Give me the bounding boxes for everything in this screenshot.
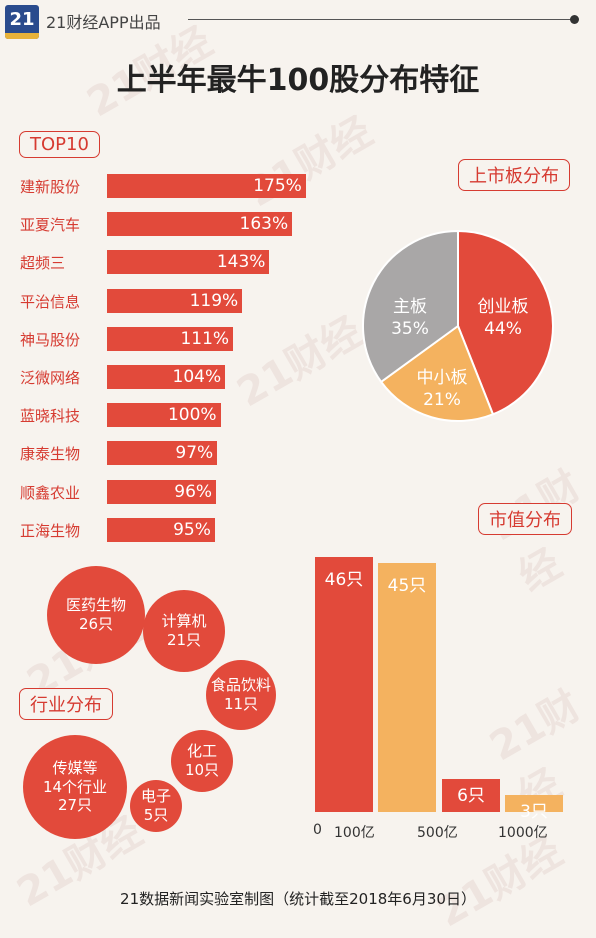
industry-count: 21只 <box>166 631 202 649</box>
pie-slice <box>457 229 554 416</box>
top10-label: 平治信息 <box>20 292 81 311</box>
top10-label: 顺鑫农业 <box>20 483 81 502</box>
top10-bar: 163% <box>107 212 293 237</box>
industry-name: 电子 <box>140 787 171 806</box>
top10-label: 泛微网络 <box>20 369 81 387</box>
marketcap-bar: 6只 <box>442 778 500 812</box>
footer-note: 21数据新闻实验室制图（统计截至2018年6月30日） <box>120 890 476 908</box>
industry-count: 27只 <box>57 796 93 815</box>
industry-bubble: 传媒等 14个行业 27只 <box>23 735 127 839</box>
marketcap-tick: 500亿 <box>417 825 458 841</box>
top10-tag: TOP10 <box>19 131 100 158</box>
industry-count: 11只 <box>223 695 259 713</box>
pie-slice-name: 创业板 <box>478 297 529 317</box>
top10-bar: 95% <box>107 517 215 542</box>
industry-name: 医药生物 <box>65 596 126 615</box>
top10-label: 蓝晓科技 <box>20 407 81 426</box>
board-tag: 上市板分布 <box>458 159 570 191</box>
top10-bar: 111% <box>107 326 234 351</box>
top10-label: 神马股份 <box>20 330 81 349</box>
watermark: 21财经 <box>229 308 371 417</box>
industry-name: 传媒等 14个行业 <box>42 758 108 796</box>
top10-label: 亚夏汽车 <box>20 216 81 235</box>
top10-bar: 175% <box>107 174 306 198</box>
pie-slice-name: 主板 <box>393 297 427 317</box>
watermark: 21财经 <box>239 108 381 217</box>
page-title: 上半年最牛100股分布特征 <box>116 63 480 98</box>
pie-slice-label: 35% <box>391 319 429 339</box>
industry-bubble: 医药生物 26只 <box>47 566 145 664</box>
pie-slice-label: 44% <box>484 319 522 339</box>
top10-label: 正海生物 <box>20 521 81 540</box>
industry-name: 食品饮料 <box>210 676 271 695</box>
header-dot <box>570 15 579 24</box>
pie-slice <box>379 324 495 422</box>
industry-bubble: 计算机 21只 <box>143 590 225 672</box>
marketcap-bar: 46只 <box>315 557 373 812</box>
marketcap-tag: 市值分布 <box>478 503 572 535</box>
industry-name: 化工 <box>186 742 217 761</box>
top10-bar: 119% <box>107 288 243 313</box>
industry-count: 26只 <box>78 615 114 633</box>
top10-bar: 96% <box>107 479 217 504</box>
top10-bar: 100% <box>107 403 221 428</box>
marketcap-bar: 45只 <box>378 562 436 812</box>
top10-label: 超频三 <box>20 254 66 273</box>
top10-bar: 97% <box>107 441 218 466</box>
app-logo: 21 <box>5 5 39 39</box>
industry-count: 10只 <box>184 761 220 779</box>
pie-slice-name: 中小板 <box>417 368 468 388</box>
header-divider <box>188 19 574 20</box>
marketcap-bar: 3只 <box>505 795 563 822</box>
pie-slice-label: 21% <box>423 390 461 410</box>
pie-slice <box>362 229 459 384</box>
marketcap-tick: 1000亿 <box>498 825 548 841</box>
marketcap-tick: 0 <box>313 822 322 838</box>
app-credit: 21财经APP出品 <box>46 13 161 32</box>
top10-bar: 104% <box>107 365 226 389</box>
industry-name: 计算机 <box>161 612 207 631</box>
industry-bubble: 电子 5只 <box>130 780 182 832</box>
top10-label: 建新股份 <box>20 178 81 196</box>
industry-bubble: 化工 10只 <box>171 730 233 792</box>
top10-bar: 143% <box>107 250 270 275</box>
industry-tag: 行业分布 <box>19 688 113 720</box>
industry-bubble: 食品饮料 11只 <box>206 660 276 730</box>
industry-count: 5只 <box>143 806 169 824</box>
marketcap-tick: 100亿 <box>334 825 375 841</box>
top10-label: 康泰生物 <box>20 445 81 464</box>
